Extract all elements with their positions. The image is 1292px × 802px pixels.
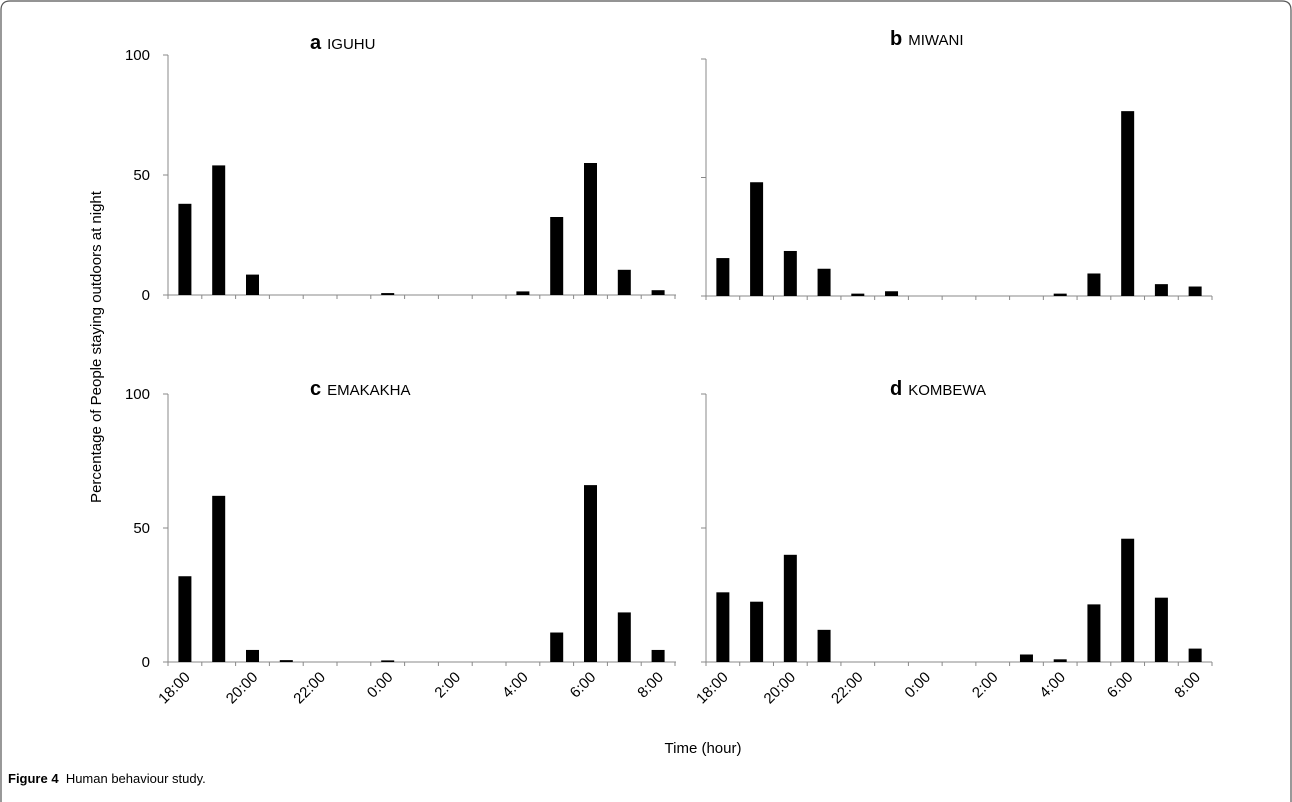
- panel-title: c EMAKAKHA: [310, 378, 410, 400]
- x-tick-label: 8:00: [1171, 669, 1204, 702]
- x-tick-label: 4:00: [499, 669, 532, 702]
- bar: [716, 258, 730, 296]
- y-tick-label: 100: [125, 47, 150, 64]
- bar: [750, 601, 764, 662]
- bar: [1188, 286, 1202, 296]
- x-tick-label: 8:00: [634, 669, 667, 702]
- bar: [381, 293, 395, 295]
- y-axis-label: Percentage of People staying outdoors at…: [88, 190, 105, 503]
- x-tick-label: 2:00: [431, 669, 464, 702]
- bar: [584, 485, 597, 662]
- x-tick-label: 6:00: [1104, 669, 1137, 702]
- bar: [885, 291, 899, 296]
- bar: [1019, 654, 1033, 662]
- figure-caption-label: Figure 4: [8, 771, 59, 786]
- bar: [1154, 284, 1168, 296]
- x-tick-label: 18:00: [693, 669, 732, 708]
- bar: [212, 495, 226, 662]
- bar: [651, 290, 665, 295]
- bar: [1087, 604, 1101, 662]
- x-tick-label: 20:00: [223, 669, 262, 708]
- bar: [550, 632, 564, 662]
- bar: [178, 576, 192, 662]
- x-tick-label: 20:00: [761, 669, 800, 708]
- bar: [550, 217, 564, 295]
- bar: [783, 250, 797, 296]
- bar: [617, 269, 631, 295]
- figure-caption-text: Human behaviour study.: [65, 771, 206, 786]
- panel-title: b MIWANI: [890, 28, 964, 50]
- panel-d: 18:00 20:00 22:00 0:00 2:00 4:00 6:00 8:00 d KOMB…: [693, 378, 1213, 708]
- bar: [381, 660, 395, 662]
- bar: [212, 165, 226, 295]
- panel-a: 0 50 100 a IGUHU: [125, 32, 676, 304]
- bar: [817, 629, 831, 662]
- panel-c: 0 50 100 18:00 20:00 22:00 0:00 2:00 4:00 6:00 8:0…: [125, 378, 676, 707]
- x-tick-label: 22:00: [828, 669, 867, 708]
- bar: [1053, 659, 1067, 662]
- bar: [279, 660, 293, 662]
- panel-title: d KOMBEWA: [890, 378, 986, 400]
- bar: [651, 649, 665, 662]
- x-axis-label: Time (hour): [665, 740, 742, 757]
- bar: [246, 274, 259, 295]
- x-tick-label: 18:00: [155, 669, 194, 708]
- bar: [750, 182, 764, 296]
- figure-caption: Figure 4 Human behaviour study.: [8, 771, 206, 786]
- bar: [1121, 111, 1135, 296]
- bar: [817, 268, 831, 296]
- bar: [516, 291, 530, 295]
- bar: [716, 592, 730, 662]
- x-tick-label: 0:00: [364, 669, 397, 702]
- bar: [851, 293, 865, 296]
- bar: [584, 163, 597, 295]
- x-tick-label: 4:00: [1036, 669, 1069, 702]
- y-tick-label: 0: [142, 654, 150, 671]
- x-tick-label: 0:00: [901, 669, 934, 702]
- bar: [617, 612, 631, 662]
- x-tick-label: 6:00: [567, 669, 600, 702]
- y-tick-label: 0: [142, 287, 150, 304]
- bar: [1121, 538, 1135, 662]
- y-tick-label: 100: [125, 386, 150, 403]
- panel-b: b MIWANI: [701, 28, 1213, 300]
- y-tick-label: 50: [133, 520, 150, 537]
- x-tick-label: 2:00: [969, 669, 1002, 702]
- bar: [1188, 648, 1202, 662]
- bar: [1053, 293, 1067, 296]
- bar: [783, 554, 797, 662]
- x-tick-label: 22:00: [290, 669, 329, 708]
- bar: [246, 649, 259, 662]
- y-tick-label: 50: [133, 167, 150, 184]
- bar: [1087, 273, 1101, 296]
- panel-title: a IGUHU: [310, 32, 375, 54]
- bar: [1154, 597, 1168, 662]
- bar: [178, 203, 192, 295]
